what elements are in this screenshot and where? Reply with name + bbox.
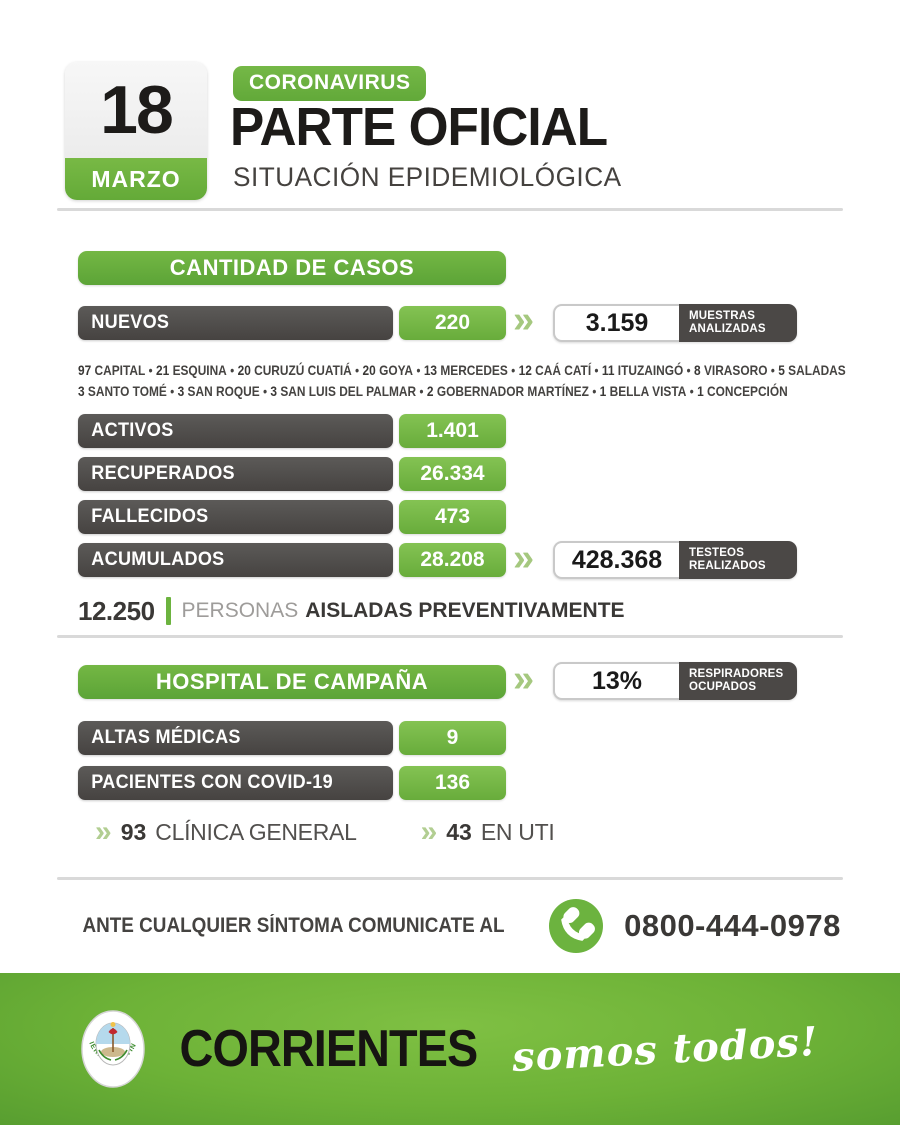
stat-bar-acumulados: ACUMULADOS xyxy=(78,543,393,577)
stat-value-altas: 9 xyxy=(399,721,506,755)
testeos-info-box: 428.368 TESTEOS REALIZADOS xyxy=(553,541,797,579)
contact-text: ANTE CUALQUIER SÍNTOMA COMUNICATE AL xyxy=(82,914,505,937)
cases-by-city-line1: 97 CAPITAL • 21 ESQUINA • 20 CURUZÚ CUAT… xyxy=(78,362,846,378)
coronavirus-badge: CORONAVIRUS xyxy=(233,66,427,101)
stat-label-altas: ALTAS MÉDICAS xyxy=(91,727,241,748)
brand-corrientes: CORRIENTES xyxy=(179,1020,479,1078)
testeos-label: TESTEOS REALIZADOS xyxy=(679,541,797,579)
stat-label-fallecidos: FALLECIDOS xyxy=(91,506,209,527)
page-title: PARTE OFICIAL xyxy=(230,97,608,157)
stat-label-acumulados: ACUMULADOS xyxy=(91,549,225,570)
stat-label-nuevos: NUEVOS xyxy=(91,312,170,333)
chevron-double-icon: » xyxy=(420,815,438,848)
stat-bar-nuevos: NUEVOS xyxy=(78,306,393,340)
aisladas-value: 12.250 xyxy=(78,595,155,626)
page-subtitle: SITUACIÓN EPIDEMIOLÓGICA xyxy=(233,162,622,192)
brand-slogan: somos todos! xyxy=(511,1017,820,1081)
detail-value: 43 xyxy=(446,818,472,845)
divider-bottom xyxy=(57,877,843,880)
date-card-top: 18 xyxy=(65,62,207,158)
muestras-value: 3.159 xyxy=(553,304,679,342)
cases-by-city-line2: 3 SANTO TOMÉ • 3 SAN ROQUE • 3 SAN LUIS … xyxy=(78,383,788,399)
phone-icon xyxy=(549,899,604,953)
muestras-info-box: 3.159 MUESTRAS ANALIZADAS xyxy=(553,304,797,342)
aisladas-word-light: PERSONAS xyxy=(181,599,299,622)
aisladas-word-bold: AISLADAS PREVENTIVAMENTE xyxy=(305,599,625,622)
chevron-double-icon: » xyxy=(95,815,112,848)
stat-bar-activos: ACTIVOS xyxy=(78,414,393,448)
respiradores-value: 13% xyxy=(553,662,679,700)
chevron-double-icon: » xyxy=(513,299,535,341)
stat-value-pacientes: 136 xyxy=(399,766,506,800)
aisladas-line: 12.250 PERSONAS AISLADAS PREVENTIVAMENTE xyxy=(78,595,625,627)
date-month: MARZO xyxy=(91,165,181,192)
chevron-double-icon: » xyxy=(513,537,535,579)
stat-value-nuevos: 220 xyxy=(399,306,506,340)
green-separator-bar xyxy=(165,597,171,625)
stat-bar-altas: ALTAS MÉDICAS xyxy=(78,721,393,755)
muestras-label: MUESTRAS ANALIZADAS xyxy=(679,304,797,342)
stat-bar-fallecidos: FALLECIDOS xyxy=(78,500,393,534)
corrientes-government-logo: GOBIERNO PROVINCIAL xyxy=(81,1010,146,1088)
stat-label-pacientes: PACIENTES CON COVID-19 xyxy=(91,772,333,793)
stat-value-recuperados: 26.334 xyxy=(399,457,506,491)
stat-value-fallecidos: 473 xyxy=(399,500,506,534)
detail-label: CLÍNICA GENERAL xyxy=(155,818,357,845)
footer-band: GOBIERNO PROVINCIAL CORRIENTES somos tod… xyxy=(0,973,900,1125)
phone-number: 0800-444-0978 xyxy=(624,908,841,943)
detail-en-uti: » 43 EN UTI xyxy=(421,817,555,847)
divider-top xyxy=(57,208,843,211)
stat-value-acumulados: 28.208 xyxy=(399,543,506,577)
detail-clinica-general: » 93 CLÍNICA GENERAL xyxy=(95,817,357,847)
respiradores-label: RESPIRADORES OCUPADOS xyxy=(679,662,797,700)
detail-label: EN UTI xyxy=(480,818,555,845)
stat-label-activos: ACTIVOS xyxy=(91,420,174,441)
stat-label-recuperados: RECUPERADOS xyxy=(91,463,235,484)
divider-middle xyxy=(57,635,843,638)
detail-value: 93 xyxy=(120,818,147,845)
respiradores-info-box: 13% RESPIRADORES OCUPADOS xyxy=(553,662,797,700)
date-card: 18 MARZO xyxy=(65,62,207,200)
stat-bar-pacientes: PACIENTES CON COVID-19 xyxy=(78,766,393,800)
date-day: 18 xyxy=(100,72,174,148)
stat-bar-recuperados: RECUPERADOS xyxy=(78,457,393,491)
section-title-hospital: HOSPITAL DE CAMPAÑA xyxy=(78,665,506,699)
chevron-double-icon: » xyxy=(513,658,535,700)
section-title-cases: CANTIDAD DE CASOS xyxy=(78,251,506,285)
hospital-detail-line: » 93 CLÍNICA GENERAL » 43 EN UTI xyxy=(95,817,555,847)
stat-value-activos: 1.401 xyxy=(399,414,506,448)
date-card-bottom: MARZO xyxy=(65,158,207,200)
testeos-value: 428.368 xyxy=(553,541,679,579)
contact-line: ANTE CUALQUIER SÍNTOMA COMUNICATE AL 080… xyxy=(0,893,900,959)
cases-by-city: 97 CAPITAL • 21 ESQUINA • 20 CURUZÚ CUAT… xyxy=(78,360,846,402)
